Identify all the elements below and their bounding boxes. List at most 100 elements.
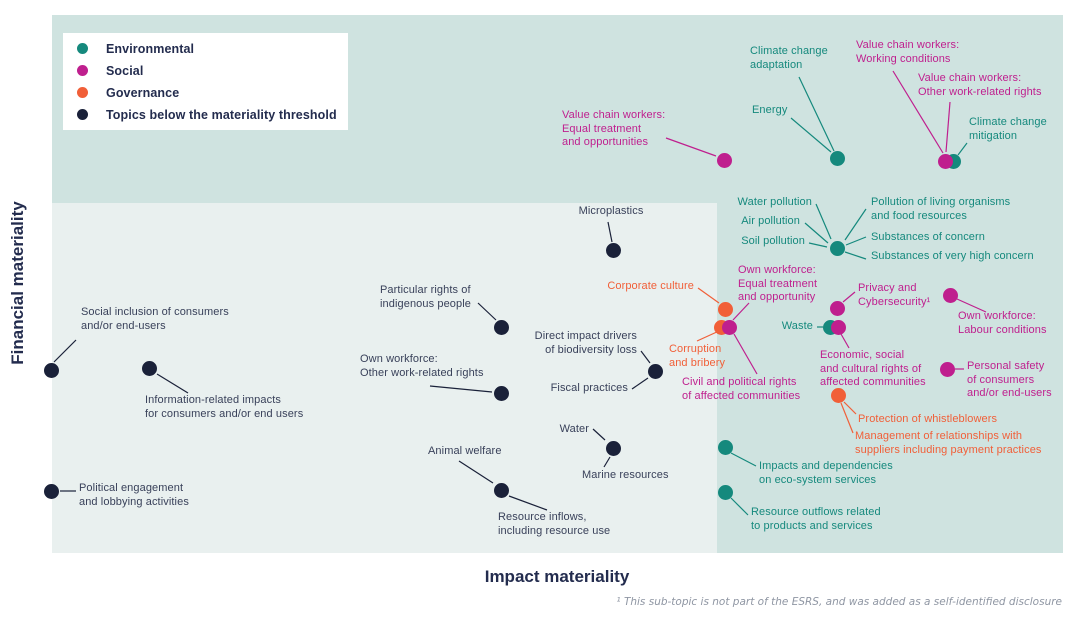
point-label: Own workforce: Other work-related rights (360, 353, 484, 379)
connector-line (631, 377, 649, 390)
connector-line (844, 251, 867, 260)
y-axis-title: Financial materiality (8, 201, 27, 365)
point-label: Air pollution (741, 215, 800, 227)
connector-line (840, 402, 854, 434)
point-label: Political engagement and lobbying activi… (79, 482, 189, 508)
connector-line (945, 101, 951, 153)
data-point (939, 361, 955, 377)
connector-line (730, 497, 749, 516)
connector-line (804, 222, 829, 244)
connector-line (603, 456, 611, 468)
x-axis-title: Impact materiality (484, 567, 630, 586)
data-point (829, 300, 845, 316)
data-point (721, 319, 737, 335)
point-label: Social inclusion of consumers and/or end… (81, 306, 229, 332)
connector-line (815, 203, 832, 240)
point-label: Corporate culture (607, 280, 694, 292)
point-label: Animal welfare (428, 445, 502, 457)
plot-area-right-column (717, 203, 1063, 553)
connector-line (477, 302, 497, 321)
point-label: Economic, social and cultural rights of … (820, 349, 926, 388)
point-label: Impacts and dependencies on eco-system s… (759, 460, 893, 486)
connector-line (842, 291, 856, 303)
environmental-dot-icon (77, 43, 88, 54)
legend: Environmental Social Governance Topics b… (63, 33, 348, 130)
data-point (493, 319, 509, 335)
connector-line (730, 452, 757, 467)
connector-line (53, 339, 77, 363)
connector-line (844, 208, 867, 241)
connector-line (808, 242, 828, 248)
point-label: Own workforce: Equal treatment and oppor… (738, 264, 818, 303)
data-point (141, 360, 157, 376)
data-point (605, 440, 621, 456)
point-label: Corruption and bribery (669, 343, 726, 369)
connector-line (957, 142, 968, 156)
connector-line (732, 302, 750, 321)
data-point (717, 439, 733, 455)
point-label: Waste (781, 320, 813, 332)
legend-item-environmental: Environmental (77, 42, 348, 56)
connector-line (156, 373, 189, 394)
connector-line (956, 298, 987, 313)
data-point (43, 483, 59, 499)
data-point (829, 240, 845, 256)
data-point (43, 362, 59, 378)
data-point (717, 301, 733, 317)
connector-line (607, 221, 613, 243)
point-label: Substances of concern (871, 231, 986, 243)
connector-line (429, 385, 493, 393)
point-label: Personal safety of consumers and/or end-… (967, 360, 1052, 399)
connector-line (640, 350, 651, 364)
connector-line (892, 70, 944, 154)
point-label: Water pollution (737, 196, 812, 208)
point-label: Soil pollution (741, 235, 805, 247)
point-label: Management of relationships with supplie… (855, 430, 1042, 456)
data-point (830, 387, 846, 403)
point-label: Particular rights of indigenous people (380, 284, 471, 310)
point-label: Water (559, 423, 589, 435)
point-label: Energy (752, 104, 788, 116)
point-label: Pollution of living organisms and food r… (871, 196, 1011, 222)
connector-line (840, 333, 850, 349)
legend-item-social: Social (77, 64, 348, 78)
connector-line (845, 236, 867, 246)
data-point (937, 153, 953, 169)
point-label: Civil and political rights of affected c… (682, 376, 801, 402)
point-label: Information-related impacts for consumer… (145, 394, 304, 420)
data-point (493, 482, 509, 498)
point-label: Fiscal practices (550, 382, 628, 394)
point-label: Privacy and Cybersecurity¹ (858, 282, 931, 308)
point-label: Value chain workers: Other work-related … (918, 72, 1042, 98)
connector-line (733, 333, 758, 375)
legend-item-below-threshold: Topics below the materiality threshold (77, 108, 348, 122)
social-dot-icon (77, 65, 88, 76)
connector-line (790, 117, 832, 153)
data-point (717, 484, 733, 500)
point-label: Protection of whistleblowers (858, 413, 998, 425)
point-label: Direct impact drivers of biodiversity lo… (534, 330, 637, 356)
governance-dot-icon (77, 87, 88, 98)
data-point (493, 385, 509, 401)
legend-item-label: Topics below the materiality threshold (106, 107, 337, 122)
data-point (829, 150, 845, 166)
point-label: Substances of very high concern (871, 250, 1034, 262)
connector-line (843, 401, 857, 415)
connector-line (508, 495, 548, 511)
data-point (716, 152, 732, 168)
legend-item-label: Environmental (106, 41, 195, 56)
point-label: Value chain workers: Equal treatment and… (562, 109, 666, 148)
below-threshold-dot-icon (77, 109, 88, 120)
connector-line (458, 460, 494, 484)
data-point (647, 363, 663, 379)
data-point (942, 287, 958, 303)
connector-line (665, 137, 717, 157)
footnote: ¹ This sub-topic is not part of the ESRS… (616, 596, 1062, 608)
connector-line (592, 428, 606, 441)
point-label: Microplastics (578, 205, 644, 217)
point-label: Own workforce: Labour conditions (958, 310, 1047, 336)
data-point (605, 242, 621, 258)
legend-item-label: Social (106, 63, 144, 78)
